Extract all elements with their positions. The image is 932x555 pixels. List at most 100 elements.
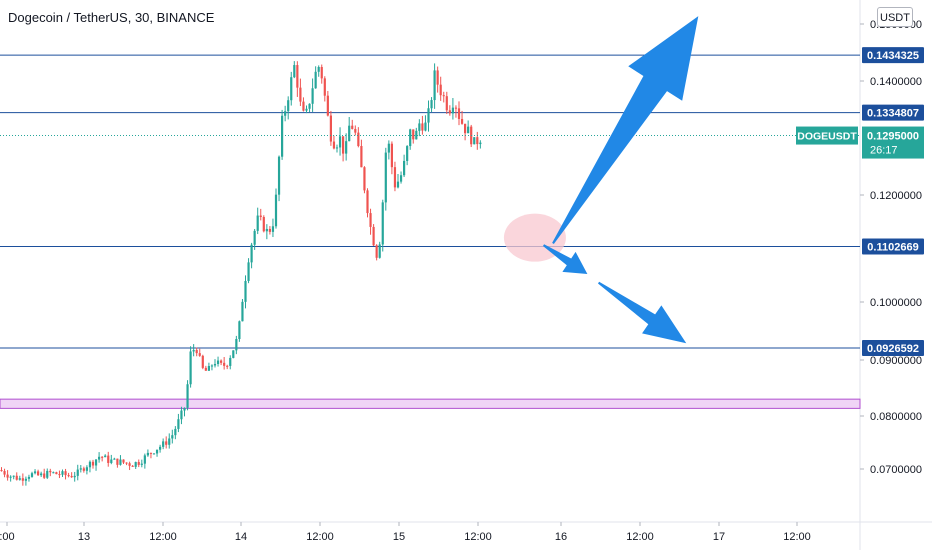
candle-up — [146, 452, 149, 456]
candle-up — [418, 123, 421, 131]
bullish-target-arrow — [552, 16, 699, 244]
candle-up — [274, 194, 278, 227]
candle-down — [131, 465, 134, 467]
level-price-label: 0.1102669 — [867, 241, 918, 253]
candle-down — [70, 475, 73, 478]
candle-down — [137, 462, 140, 465]
level-price-label: 0.0926592 — [867, 343, 919, 355]
candle-up — [40, 473, 43, 476]
candle-up — [409, 129, 412, 147]
candle-down — [116, 458, 119, 465]
candle-down — [464, 123, 467, 134]
candle-up — [381, 202, 384, 245]
candle-up — [27, 476, 31, 479]
candle-down — [366, 190, 369, 214]
candle-up — [12, 475, 15, 477]
candle-up — [140, 463, 143, 465]
candle-up — [473, 137, 476, 145]
x-tick-label: 12:00 — [306, 531, 334, 543]
candle-up — [277, 156, 281, 195]
candle-up — [85, 467, 88, 471]
candle-down — [125, 462, 128, 464]
candle-up — [265, 228, 268, 232]
candle-up — [192, 350, 195, 352]
candle-down — [476, 137, 479, 145]
x-tick-label: :00 — [0, 531, 15, 543]
candle-up — [183, 407, 186, 411]
candle-up — [284, 111, 287, 116]
candle-down — [439, 84, 442, 96]
x-tick-label: 12:00 — [783, 531, 811, 543]
candle-up — [235, 339, 238, 351]
candle-up — [61, 471, 64, 475]
candle-down — [43, 473, 46, 478]
candle-down — [442, 95, 445, 97]
symbol-title: Dogecoin / TetherUS, 30, BINANCE — [8, 10, 215, 25]
candle-down — [6, 474, 9, 478]
candle-down — [101, 456, 104, 458]
candle-down — [299, 87, 302, 102]
candle-down — [223, 362, 226, 366]
candle-up — [73, 475, 76, 478]
x-tick-label: 14 — [235, 531, 247, 543]
candle-up — [238, 321, 241, 340]
support-zone — [0, 398, 861, 409]
candle-up — [180, 410, 183, 420]
candle-up — [33, 471, 37, 474]
candle-down — [165, 441, 168, 445]
candle-up — [335, 147, 339, 149]
candle-up — [271, 226, 275, 232]
candle-up — [152, 453, 156, 455]
candle-up — [18, 478, 21, 480]
candle-down — [360, 146, 363, 168]
candle-down — [369, 213, 372, 227]
candle-up — [424, 122, 427, 131]
candle-up — [216, 360, 220, 364]
y-tick-label: 0.0800000 — [870, 411, 922, 423]
last-price-tag — [862, 126, 924, 159]
candle-down — [220, 360, 223, 363]
candle-down — [198, 353, 201, 356]
candle-down — [107, 455, 110, 463]
candle-down — [82, 468, 85, 471]
candle-up — [98, 456, 101, 460]
candle-down — [37, 471, 40, 476]
candle-up — [430, 100, 433, 109]
x-tick-label: 16 — [555, 531, 567, 543]
candle-up — [250, 244, 253, 263]
last-price-value: 0.1295000 — [867, 131, 919, 143]
candle-down — [357, 132, 360, 147]
candle-up — [30, 473, 34, 477]
bearish-arrow-short — [542, 244, 588, 274]
candle-up — [244, 280, 247, 302]
candle-up — [338, 136, 342, 148]
candle-down — [91, 461, 95, 466]
candle-up — [406, 146, 409, 161]
x-tick-label: 12:00 — [626, 531, 654, 543]
candle-up — [210, 365, 214, 367]
candle-up — [168, 438, 171, 445]
candle-down — [204, 367, 207, 371]
candle-down — [445, 96, 448, 111]
candle-down — [0, 470, 3, 472]
level-price-tag — [862, 47, 924, 64]
candle-down — [55, 472, 58, 475]
candle-up — [247, 262, 250, 281]
candle-up — [241, 301, 244, 322]
candle-down — [375, 245, 378, 258]
candle-down — [363, 167, 366, 191]
candle-up — [433, 70, 436, 101]
candle-up — [46, 470, 49, 478]
candle-up — [104, 455, 107, 458]
candle-down — [457, 108, 461, 119]
candle-down — [354, 128, 357, 133]
candle-up — [387, 143, 390, 153]
candle-up — [317, 67, 320, 72]
candle-down — [3, 471, 6, 475]
currency-button[interactable]: USDT — [877, 7, 913, 27]
candle-down — [326, 95, 329, 116]
candle-up — [305, 108, 308, 111]
candle-down — [149, 452, 153, 454]
